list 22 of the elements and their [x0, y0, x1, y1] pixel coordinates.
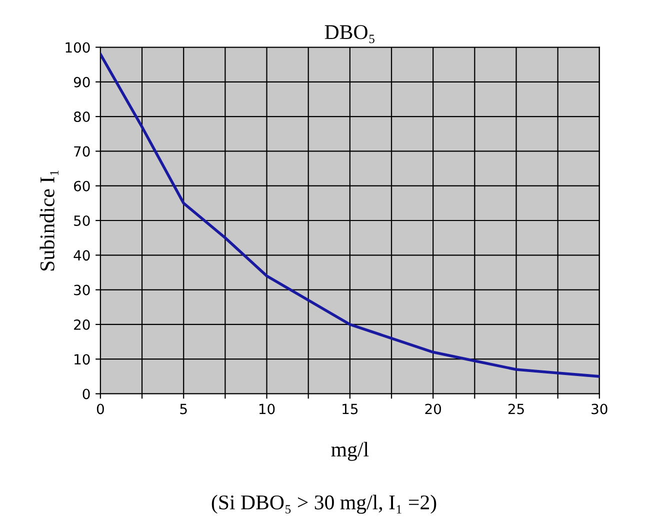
x-axis-title: mg/l: [331, 442, 369, 461]
y-tick-label: 50: [74, 215, 90, 226]
text: (Si DBO₅ > 30 mg/l, I₁ =2): [212, 494, 436, 514]
y-tick-label: 70: [74, 146, 90, 157]
x-tick-label: 30: [592, 404, 608, 414]
x-tick-label: 0: [96, 404, 104, 414]
x-tick-label: 5: [180, 404, 187, 414]
y-tick-label: 90: [74, 76, 90, 88]
x-tick-label: 10: [259, 404, 275, 414]
x-tick-label: 25: [508, 404, 524, 414]
y-axis-title: Subindice I₁: [40, 170, 58, 270]
y-tick-label: 60: [74, 180, 90, 192]
y-tick-label: 100: [66, 42, 90, 53]
x-tick-label: 15: [342, 404, 358, 414]
y-tick-label: 20: [74, 319, 90, 330]
y-tick-label: 80: [74, 112, 90, 122]
y-tick-label: 40: [74, 250, 90, 261]
chart-title: DBO₅: [324, 25, 374, 44]
x-tick-label: 20: [425, 404, 441, 414]
y-tick-label: 10: [74, 354, 90, 365]
y-tick-label: 0: [82, 388, 90, 400]
y-tick-label: 30: [74, 284, 90, 296]
